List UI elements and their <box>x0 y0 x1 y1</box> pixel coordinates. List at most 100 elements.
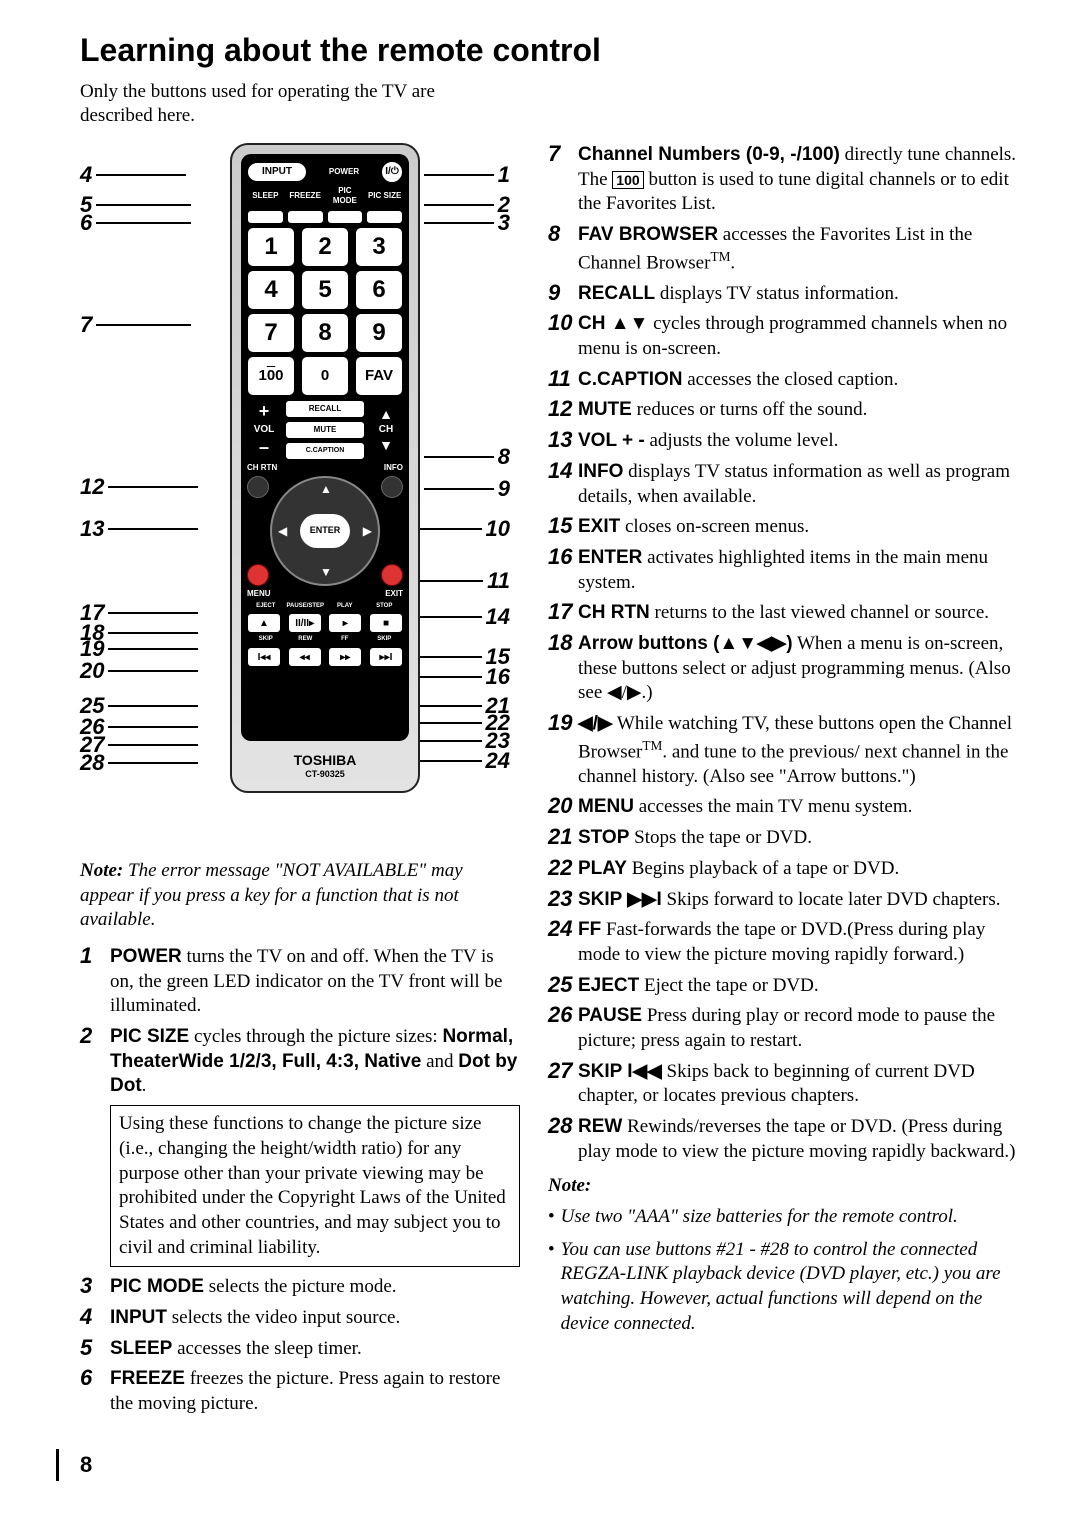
callout-20: 20 <box>80 657 198 686</box>
info-button <box>381 476 403 498</box>
trans-label-REW: REW <box>287 636 325 644</box>
def-5: 5SLEEP accesses the sleep timer. <box>80 1337 520 1362</box>
callout-10: 10 <box>412 515 510 544</box>
trans-label-STOP: STOP <box>366 603 403 611</box>
trans-btn-▸▸: ▸▸ <box>328 647 362 667</box>
num-8: 8 <box>301 313 349 353</box>
right-column: 7Channel Numbers (0-9, -/100) directly t… <box>548 143 1028 1423</box>
chrtn-label: CH RTN <box>247 463 277 473</box>
def-20: 20MENU accesses the main TV menu system. <box>548 795 1028 820</box>
trans-label-PLAY: PLAY <box>326 603 363 611</box>
def-4: 4INPUT selects the video input source. <box>80 1306 520 1331</box>
num-9: 9 <box>355 313 403 353</box>
menu-label: MENU <box>247 589 271 599</box>
trans-label-SKIP: SKIP <box>247 636 285 644</box>
trans-btn-▲: ▲ <box>247 613 281 633</box>
num-0: 0 <box>301 356 349 396</box>
def-12: 12MUTE reduces or turns off the sound. <box>548 398 1028 423</box>
num-100: 100 <box>247 356 295 396</box>
info-label: INFO <box>384 463 403 473</box>
remote-brand: TOSHIBA CT-90325 <box>232 751 418 781</box>
callout-13: 13 <box>80 515 198 544</box>
remote-body: INPUT POWER I/⏻ SLEEP FREEZE PIC MODE PI… <box>230 143 420 793</box>
def-24: 24FF Fast-forwards the tape or DVD.(Pres… <box>548 918 1028 967</box>
sleep-button <box>247 210 284 224</box>
picsize-label: PIC SIZE <box>366 191 403 201</box>
callout-14: 14 <box>412 603 510 632</box>
picmode-label: PIC MODE <box>327 186 364 207</box>
trans-btn-II/II▸: II/II▸ <box>288 613 322 633</box>
callout-4: 4 <box>80 161 186 190</box>
trans-btn-▸▸I: ▸▸I <box>369 647 403 667</box>
trans-label-EJECT: EJECT <box>247 603 284 611</box>
def-22: 22PLAY Begins playback of a tape or DVD. <box>548 857 1028 882</box>
def-16: 16ENTER activates highlighted items in t… <box>548 546 1028 595</box>
def-13: 13VOL + - adjusts the volume level. <box>548 429 1028 454</box>
power-label: POWER <box>310 167 378 177</box>
trans-label-SKIP: SKIP <box>366 636 404 644</box>
exit-label: EXIT <box>385 589 403 599</box>
recall-button: RECALL <box>285 400 365 418</box>
chrtn-button <box>247 476 269 498</box>
nav-pad: ENTER ▲ ▼ ◀ ▶ <box>270 476 380 586</box>
end-note-bullet: Use two "AAA" size batteries for the rem… <box>548 1205 1028 1230</box>
left-column: 456712131718192025262728 123891011141516… <box>80 143 520 1423</box>
num-FAV: FAV <box>355 356 403 396</box>
freeze-button <box>287 210 324 224</box>
callout-6: 6 <box>80 209 191 238</box>
num-4: 4 <box>247 270 295 310</box>
trans-label-FF: FF <box>326 636 364 644</box>
trans-label-PAUSE/STEP: PAUSE/STEP <box>286 603 324 611</box>
callout-12: 12 <box>80 473 198 502</box>
definitions-right: 7Channel Numbers (0-9, -/100) directly t… <box>548 143 1028 1164</box>
trans-btn-I◂◂: I◂◂ <box>247 647 281 667</box>
callout-1: 1 <box>424 161 510 190</box>
callout-7: 7 <box>80 311 191 340</box>
def-23: 23SKIP ▶▶I Skips forward to locate later… <box>548 888 1028 913</box>
enter-button: ENTER <box>300 514 350 548</box>
num-5: 5 <box>301 270 349 310</box>
intro-text: Only the buttons used for operating the … <box>80 80 480 129</box>
num-3: 3 <box>355 227 403 267</box>
definitions-left: 1POWER turns the TV on and off. When the… <box>80 945 520 1417</box>
callout-24: 24 <box>412 747 510 776</box>
num-2: 2 <box>301 227 349 267</box>
def-1: 1POWER turns the TV on and off. When the… <box>80 945 520 1019</box>
def-9: 9RECALL displays TV status information. <box>548 282 1028 307</box>
input-button: INPUT <box>247 162 307 182</box>
def-10: 10CH ▲▼ cycles through programmed channe… <box>548 312 1028 361</box>
page-number: 8 <box>80 1451 1040 1480</box>
def-27: 27SKIP I◀◀ Skips back to beginning of cu… <box>548 1060 1028 1109</box>
sleep-label: SLEEP <box>247 191 284 201</box>
def-6: 6FREEZE freezes the picture. Press again… <box>80 1367 520 1416</box>
legal-warning-box: Using these functions to change the pict… <box>110 1105 520 1267</box>
def-26: 26PAUSE Press during play or record mode… <box>548 1004 1028 1053</box>
end-note: Note: Use two "AAA" size batteries for t… <box>548 1174 1028 1336</box>
def-3: 3PIC MODE selects the picture mode. <box>80 1275 520 1300</box>
def-19: 19◀/▶ While watching TV, these buttons o… <box>548 712 1028 789</box>
back-button <box>247 564 269 586</box>
mute-button: MUTE <box>285 421 365 439</box>
trans-btn-◂◂: ◂◂ <box>288 647 322 667</box>
def-18: 18Arrow buttons (▲▼◀▶) When a menu is on… <box>548 632 1028 706</box>
callout-8: 8 <box>424 443 510 472</box>
callout-3: 3 <box>424 209 510 238</box>
def-7: 7Channel Numbers (0-9, -/100) directly t… <box>548 143 1028 217</box>
def-11: 11C.CAPTION accesses the closed caption. <box>548 368 1028 393</box>
callout-16: 16 <box>412 663 510 692</box>
def-28: 28REW Rewinds/reverses the tape or DVD. … <box>548 1115 1028 1164</box>
fav-circle-button <box>381 564 403 586</box>
def-8: 8FAV BROWSER accesses the Favorites List… <box>548 223 1028 276</box>
def-17: 17CH RTN returns to the last viewed chan… <box>548 601 1028 626</box>
def-14: 14INFO displays TV status information as… <box>548 460 1028 509</box>
power-button: I/⏻ <box>381 161 403 183</box>
picsize-button <box>366 210 403 224</box>
note-under-remote: Note: The error message "NOT AVAILABLE" … <box>80 859 520 933</box>
trans-btn-▸: ▸ <box>328 613 362 633</box>
num-1: 1 <box>247 227 295 267</box>
callout-11: 11 <box>413 567 510 596</box>
picmode-button <box>327 210 364 224</box>
freeze-label: FREEZE <box>287 191 324 201</box>
def-15: 15EXIT closes on-screen menus. <box>548 515 1028 540</box>
callout-28: 28 <box>80 749 198 778</box>
